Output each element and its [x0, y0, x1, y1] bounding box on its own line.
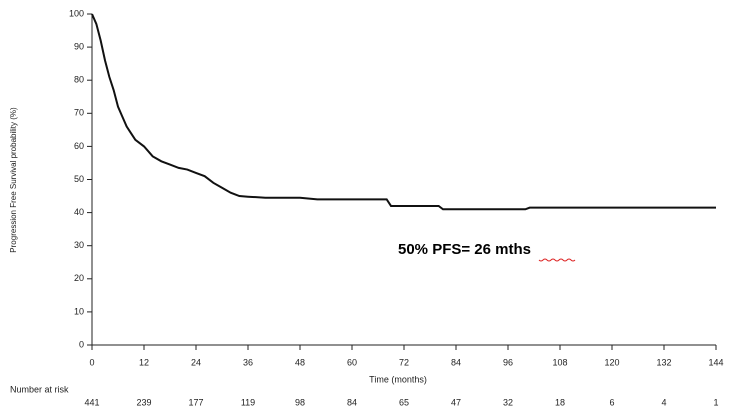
y-tick-label: 60 [74, 141, 84, 151]
at-risk-value: 441 [84, 397, 99, 407]
y-tick-label: 10 [74, 306, 84, 316]
at-risk-value: 239 [136, 397, 151, 407]
x-tick-label: 72 [399, 357, 409, 367]
y-tick-label: 70 [74, 108, 84, 118]
x-tick-label: 144 [708, 357, 723, 367]
x-tick-label: 0 [89, 357, 94, 367]
x-tick-label: 36 [243, 357, 253, 367]
y-tick-label: 80 [74, 75, 84, 85]
y-tick-label: 20 [74, 273, 84, 283]
at-risk-value: 119 [241, 397, 255, 407]
y-tick-label: 90 [74, 41, 84, 51]
at-risk-value: 84 [347, 397, 357, 407]
at-risk-value: 177 [188, 397, 203, 407]
annotation: 50% PFS= 26 mths [398, 241, 531, 258]
x-tick-label: 108 [552, 357, 567, 367]
x-tick-label: 120 [604, 357, 619, 367]
x-tick-label: 96 [503, 357, 513, 367]
y-tick-label: 40 [74, 207, 84, 217]
x-tick-label: 84 [451, 357, 461, 367]
spellcheck-underline [538, 258, 576, 262]
at-risk-value: 32 [503, 397, 513, 407]
at-risk-value: 18 [555, 397, 565, 407]
y-tick-label: 50 [74, 174, 84, 184]
x-tick-label: 60 [347, 357, 357, 367]
at-risk-value: 1 [713, 397, 718, 407]
at-risk-value: 4 [661, 397, 666, 407]
at-risk-value: 65 [399, 397, 409, 407]
at-risk-value: 6 [609, 397, 614, 407]
x-tick-label: 132 [656, 357, 671, 367]
at-risk-value: 98 [295, 397, 305, 407]
x-axis-label: Time (months) [369, 374, 427, 384]
at-risk-label: Number at risk [10, 384, 69, 394]
x-tick-label: 48 [295, 357, 305, 367]
at-risk-value: 47 [451, 397, 461, 407]
y-tick-label: 0 [79, 339, 84, 349]
x-tick-label: 12 [139, 357, 149, 367]
x-tick-label: 24 [191, 357, 201, 367]
y-tick-label: 100 [69, 8, 84, 18]
survival-curve [91, 13, 716, 211]
y-tick-label: 30 [74, 240, 84, 250]
y-axis-label: Progression Free Survival probability (%… [9, 107, 18, 253]
